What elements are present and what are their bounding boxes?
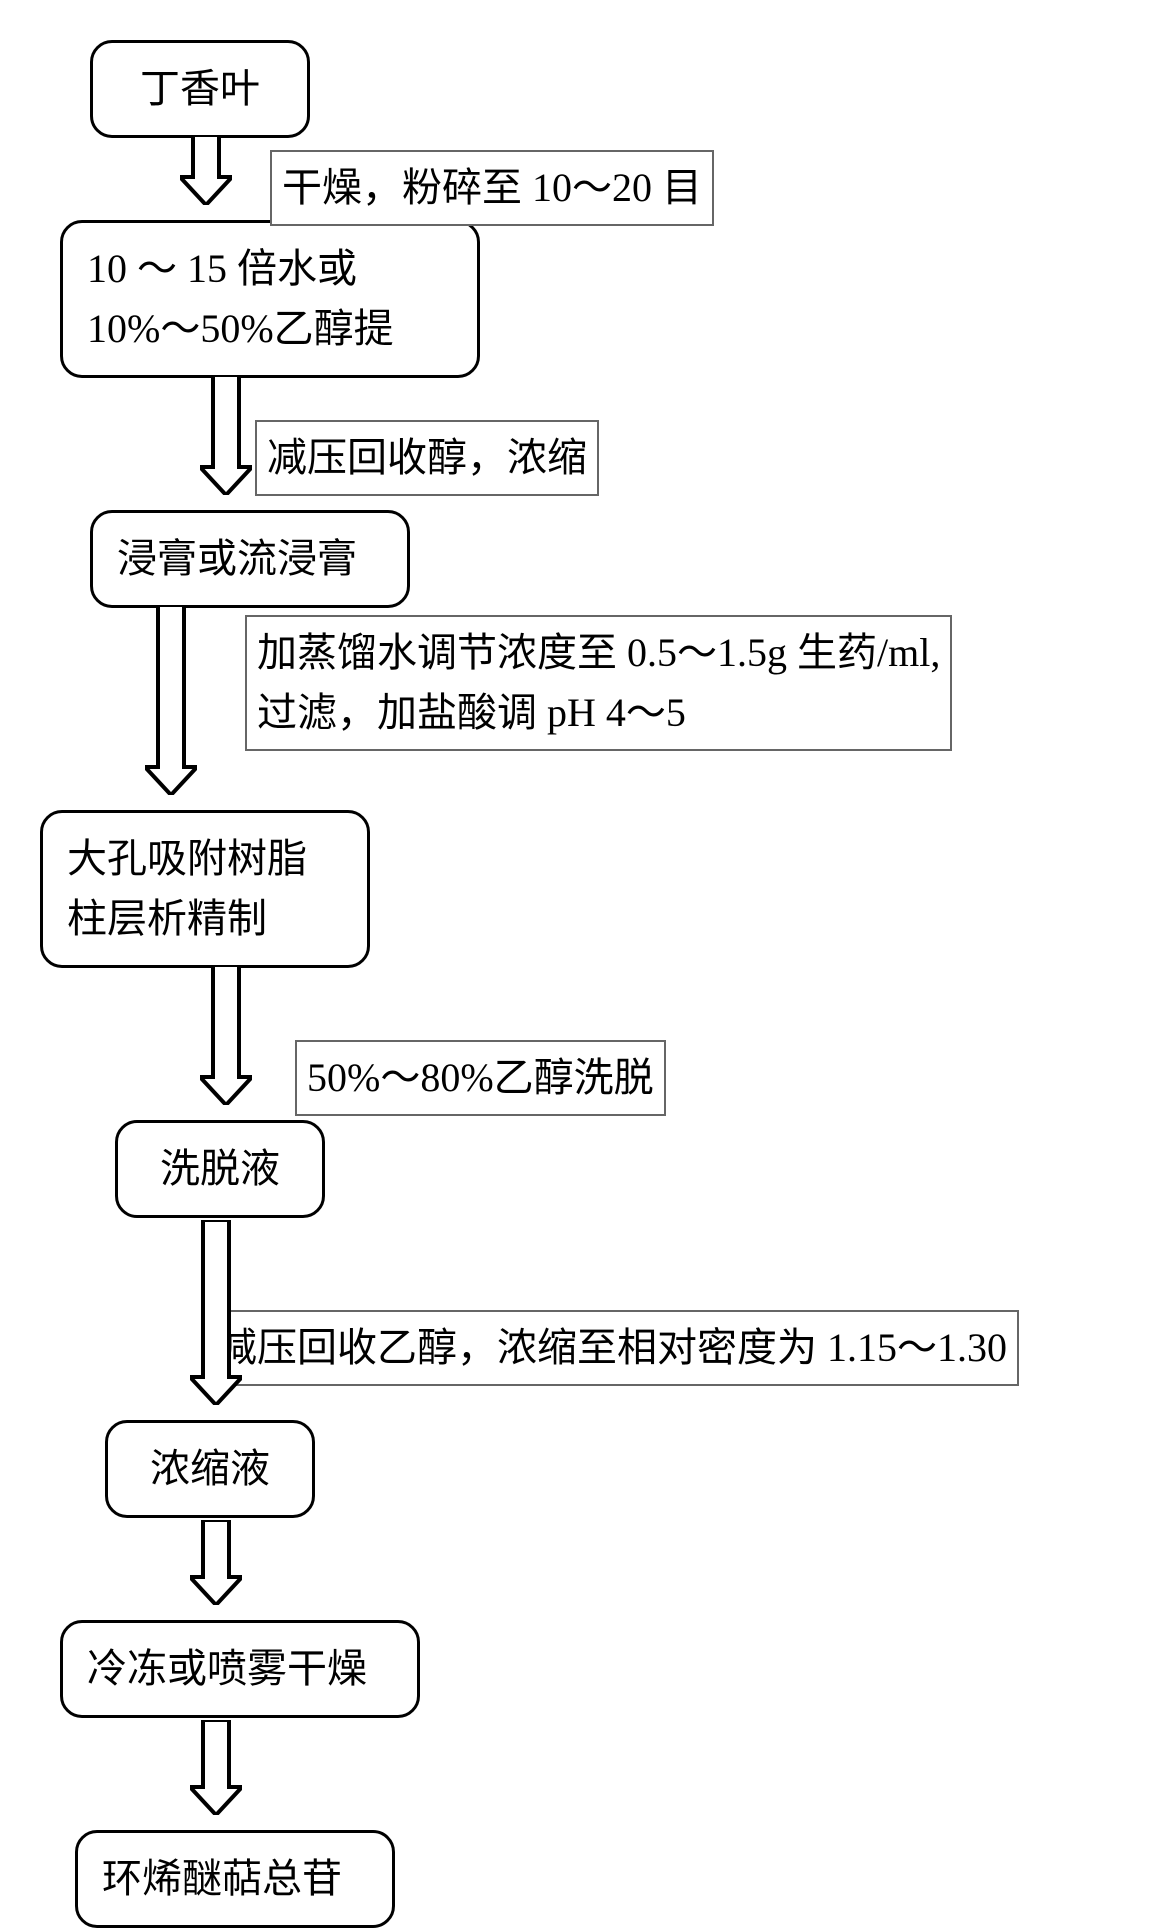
annotation-dilute-filter-ph: 加蒸馏水调节浓度至 0.5～1.5g 生药/ml, 过滤，加盐酸调 pH 4～5 [245,615,952,751]
node-line1: 10 ～ 15 倍水或 [87,246,357,291]
annotation-ethanol-elute: 50%～80%乙醇洗脱 [295,1040,666,1116]
flow-arrow [200,375,252,495]
annotation-recover-density: 减压回收乙醇，浓缩至相对密度为 1.15～1.30 [205,1310,1019,1386]
node-drying: 冷冻或喷雾干燥 [60,1620,420,1718]
annotation-text: 干燥，粉碎至 10～20 目 [282,165,702,210]
node-start: 丁香叶 [90,40,310,138]
annotation-line2: 过滤，加盐酸调 pH 4～5 [257,690,686,735]
flow-arrow [190,1720,242,1815]
node-line2: 柱层析精制 [67,896,267,941]
flow-arrow [200,965,252,1105]
flow-arrow [190,1520,242,1605]
node-product: 环烯醚萜总苷 [75,1830,395,1928]
flow-arrow [190,1220,242,1405]
node-text: 浓缩液 [150,1446,270,1491]
node-text: 冷冻或喷雾干燥 [87,1646,367,1691]
annotation-dry-grind: 干燥，粉碎至 10～20 目 [270,150,714,226]
node-line2: 10%～50%乙醇提 [87,306,394,351]
flow-arrow [180,135,232,205]
node-line1: 大孔吸附树脂 [67,836,307,881]
node-extraction: 10 ～ 15 倍水或 10%～50%乙醇提 [60,220,480,378]
node-text: 洗脱液 [160,1146,280,1191]
node-extract-paste: 浸膏或流浸膏 [90,510,410,608]
node-text: 环烯醚萜总苷 [102,1856,342,1901]
annotation-recover-concentrate: 减压回收醇，浓缩 [255,420,599,496]
node-concentrate: 浓缩液 [105,1420,315,1518]
flowchart-container: 丁香叶 10 ～ 15 倍水或 10%～50%乙醇提 浸膏或流浸膏 大孔吸附树脂… [30,40,1130,1890]
node-eluate: 洗脱液 [115,1120,325,1218]
annotation-text: 减压回收乙醇，浓缩至相对密度为 1.15～1.30 [217,1325,1007,1370]
flow-arrow [145,605,197,795]
annotation-text: 减压回收醇，浓缩 [267,435,587,480]
annotation-line1: 加蒸馏水调节浓度至 0.5～1.5g 生药/ml, [257,630,940,675]
node-resin-column: 大孔吸附树脂 柱层析精制 [40,810,370,968]
node-text: 浸膏或流浸膏 [117,536,357,581]
annotation-text: 50%～80%乙醇洗脱 [307,1055,654,1100]
node-text: 丁香叶 [140,66,260,111]
